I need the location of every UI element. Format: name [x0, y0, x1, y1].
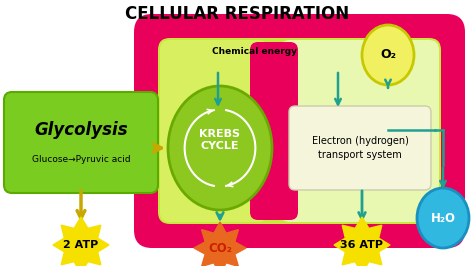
- Text: Chemical energy: Chemical energy: [212, 48, 298, 56]
- Polygon shape: [53, 217, 109, 266]
- Ellipse shape: [168, 86, 272, 210]
- FancyBboxPatch shape: [160, 40, 268, 222]
- Text: KREBS
CYCLE: KREBS CYCLE: [200, 129, 240, 151]
- Text: Electron (hydrogen)
transport system: Electron (hydrogen) transport system: [311, 136, 409, 160]
- Text: H₂O: H₂O: [430, 211, 456, 225]
- FancyBboxPatch shape: [250, 42, 298, 220]
- FancyBboxPatch shape: [134, 14, 465, 248]
- FancyBboxPatch shape: [158, 38, 441, 224]
- Text: O₂: O₂: [380, 48, 396, 61]
- Text: Glycolysis: Glycolysis: [34, 121, 128, 139]
- Polygon shape: [194, 222, 246, 266]
- Text: 36 ATP: 36 ATP: [340, 240, 383, 250]
- FancyBboxPatch shape: [289, 106, 431, 190]
- FancyBboxPatch shape: [280, 40, 439, 222]
- Ellipse shape: [417, 188, 469, 248]
- Polygon shape: [334, 217, 390, 266]
- Text: Glucose→Pyruvic acid: Glucose→Pyruvic acid: [32, 156, 130, 164]
- FancyBboxPatch shape: [4, 92, 158, 193]
- Text: 2 ATP: 2 ATP: [64, 240, 99, 250]
- Text: CELLULAR RESPIRATION: CELLULAR RESPIRATION: [125, 5, 349, 23]
- Text: CO₂: CO₂: [208, 242, 232, 255]
- Ellipse shape: [362, 25, 414, 85]
